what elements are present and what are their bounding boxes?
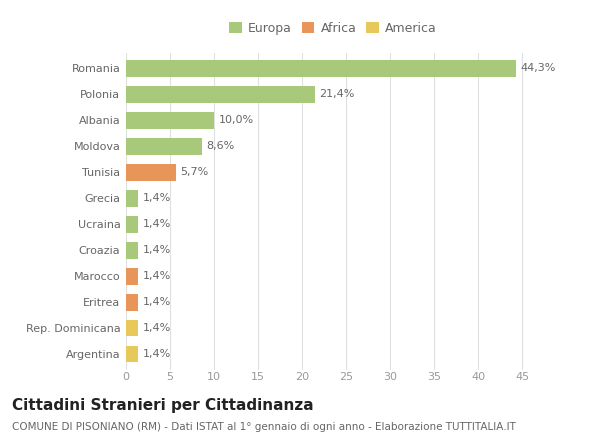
Bar bbox=[126, 293, 139, 311]
Bar bbox=[126, 164, 176, 181]
Bar bbox=[126, 86, 314, 103]
Bar bbox=[126, 138, 202, 155]
Text: 5,7%: 5,7% bbox=[181, 167, 209, 177]
Bar bbox=[126, 319, 139, 337]
Text: 1,4%: 1,4% bbox=[143, 323, 171, 333]
Text: 1,4%: 1,4% bbox=[143, 271, 171, 281]
Text: 21,4%: 21,4% bbox=[319, 89, 354, 99]
Bar bbox=[126, 345, 139, 363]
Bar bbox=[126, 190, 139, 207]
Text: 1,4%: 1,4% bbox=[143, 297, 171, 307]
Text: 1,4%: 1,4% bbox=[143, 349, 171, 359]
Text: 10,0%: 10,0% bbox=[218, 115, 254, 125]
Bar bbox=[126, 242, 139, 259]
Bar bbox=[126, 216, 139, 233]
Text: 1,4%: 1,4% bbox=[143, 245, 171, 255]
Text: 44,3%: 44,3% bbox=[521, 63, 556, 73]
Bar bbox=[126, 268, 139, 285]
Text: COMUNE DI PISONIANO (RM) - Dati ISTAT al 1° gennaio di ogni anno - Elaborazione : COMUNE DI PISONIANO (RM) - Dati ISTAT al… bbox=[12, 422, 516, 433]
Text: 8,6%: 8,6% bbox=[206, 141, 235, 151]
Text: 1,4%: 1,4% bbox=[143, 219, 171, 229]
Text: 1,4%: 1,4% bbox=[143, 193, 171, 203]
Bar bbox=[126, 112, 214, 129]
Legend: Europa, Africa, America: Europa, Africa, America bbox=[226, 18, 440, 38]
Text: Cittadini Stranieri per Cittadinanza: Cittadini Stranieri per Cittadinanza bbox=[12, 398, 314, 413]
Bar bbox=[126, 60, 516, 77]
